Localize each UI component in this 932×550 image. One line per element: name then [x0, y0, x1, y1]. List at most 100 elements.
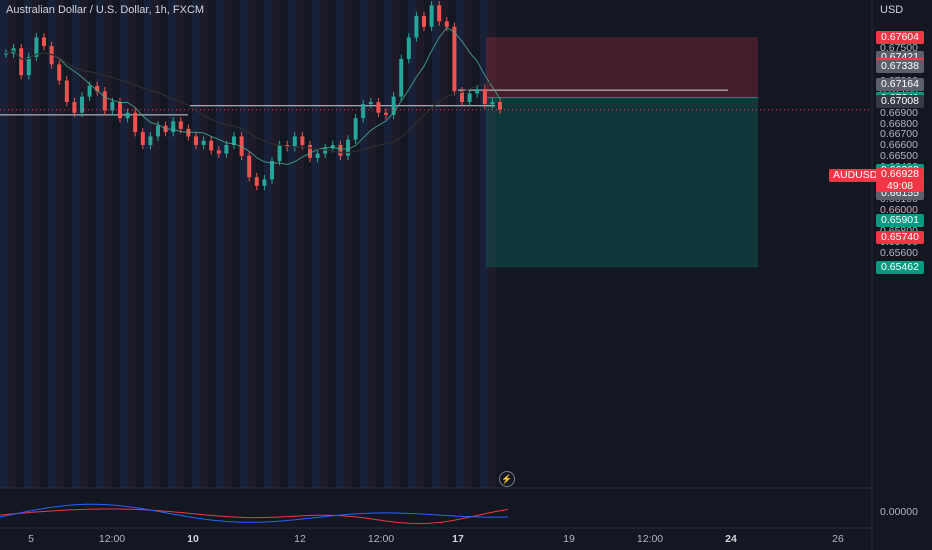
candle-body — [216, 150, 221, 154]
session-stripe — [96, 0, 104, 488]
candle-body — [72, 102, 77, 113]
price-tick: 0.66000 — [880, 203, 918, 216]
session-stripe — [40, 0, 48, 488]
candle-body — [239, 136, 244, 156]
candle-body — [338, 145, 343, 156]
session-stripe — [248, 0, 256, 488]
session-stripe — [280, 0, 288, 488]
session-stripe — [448, 0, 456, 488]
candle-body — [64, 80, 69, 102]
price-tag: 0.65740 — [876, 231, 924, 245]
candle-body — [209, 140, 214, 151]
candle-body — [330, 145, 335, 149]
candle-body — [308, 145, 312, 158]
session-stripe — [136, 0, 144, 488]
candle-body — [178, 121, 183, 129]
session-stripe — [352, 0, 360, 488]
session-stripe — [392, 0, 400, 488]
session-stripe — [128, 0, 136, 488]
candle-body — [110, 102, 115, 111]
price-tag: 0.67604 — [876, 31, 924, 45]
session-stripe — [232, 0, 240, 488]
session-stripe — [32, 0, 40, 488]
candle-body — [452, 26, 457, 92]
chart-title: Australian Dollar / U.S. Dollar, 1h, FXC… — [6, 4, 205, 16]
candle-body — [4, 53, 8, 55]
candle-body — [194, 136, 198, 145]
candle-body — [26, 56, 31, 76]
oscillator-line — [0, 508, 509, 525]
price-tick: 0.66700 — [880, 128, 918, 141]
session-stripe — [72, 0, 80, 488]
session-stripe — [360, 0, 368, 488]
session-stripe — [120, 0, 128, 488]
session-stripe — [152, 0, 160, 488]
price-tag: 0.67164 — [876, 78, 924, 92]
session-stripe — [24, 0, 32, 488]
axis-currency: USD — [880, 4, 904, 16]
oscillator-value: 0.00000 — [880, 506, 918, 518]
candle-body — [224, 145, 229, 154]
session-stripe — [104, 0, 112, 488]
oscillator-signal-line — [0, 503, 509, 523]
session-stripe — [112, 0, 120, 488]
price-tick: 0.65600 — [880, 246, 918, 259]
candle-body — [140, 132, 145, 145]
session-stripe — [328, 0, 336, 488]
time-tick: 19 — [563, 533, 575, 545]
candle-body — [42, 37, 46, 47]
take-profit-zone — [486, 97, 758, 268]
session-stripe — [488, 0, 496, 488]
candle-body — [429, 5, 434, 27]
price-tick: 0.66500 — [880, 149, 918, 162]
session-stripe — [240, 0, 248, 488]
time-tick: 12:00 — [98, 533, 126, 545]
time-tick: 12 — [294, 533, 306, 545]
candle-body — [353, 118, 358, 140]
candle-body — [300, 136, 305, 145]
session-stripe — [48, 0, 56, 488]
time-tick: 24 — [725, 533, 737, 545]
candle-body — [460, 91, 464, 102]
session-stripe — [376, 0, 384, 488]
candle-body — [414, 16, 419, 38]
candle-body — [171, 121, 176, 133]
candle-body — [368, 102, 373, 105]
candle-body — [361, 104, 366, 119]
candle-body — [95, 85, 100, 92]
session-stripe — [200, 0, 208, 488]
candle-body — [498, 102, 502, 110]
candle-body — [34, 37, 39, 57]
candle-body — [437, 5, 442, 22]
candle-body — [80, 96, 84, 113]
candle-body — [315, 153, 320, 158]
time-tick: 5 — [28, 533, 34, 545]
candle-body — [285, 145, 290, 148]
candle-body — [125, 112, 130, 119]
candle-body — [399, 59, 404, 97]
candle-body — [475, 89, 480, 94]
session-stripe — [400, 0, 408, 488]
candle-body — [406, 37, 411, 59]
candle-body — [444, 21, 449, 27]
session-stripe — [216, 0, 224, 488]
session-stripe — [0, 0, 8, 488]
candle-body — [277, 145, 282, 162]
session-stripe — [184, 0, 192, 488]
price-tick: 0.66800 — [880, 117, 918, 130]
session-stripe — [80, 0, 88, 488]
candle-body — [467, 93, 472, 102]
candle-body — [148, 136, 153, 145]
candle-body — [87, 85, 92, 97]
time-tick: 12:00 — [636, 533, 664, 545]
price-tag: 0.65462 — [876, 261, 924, 275]
stop-loss-zone — [486, 37, 758, 98]
session-stripe — [56, 0, 64, 488]
session-stripe — [464, 0, 472, 488]
session-stripe — [312, 0, 320, 488]
replay-flash-icon[interactable]: ⚡ — [499, 471, 515, 487]
candle-body — [270, 161, 274, 180]
candle-body — [384, 112, 388, 115]
session-stripe — [176, 0, 184, 488]
